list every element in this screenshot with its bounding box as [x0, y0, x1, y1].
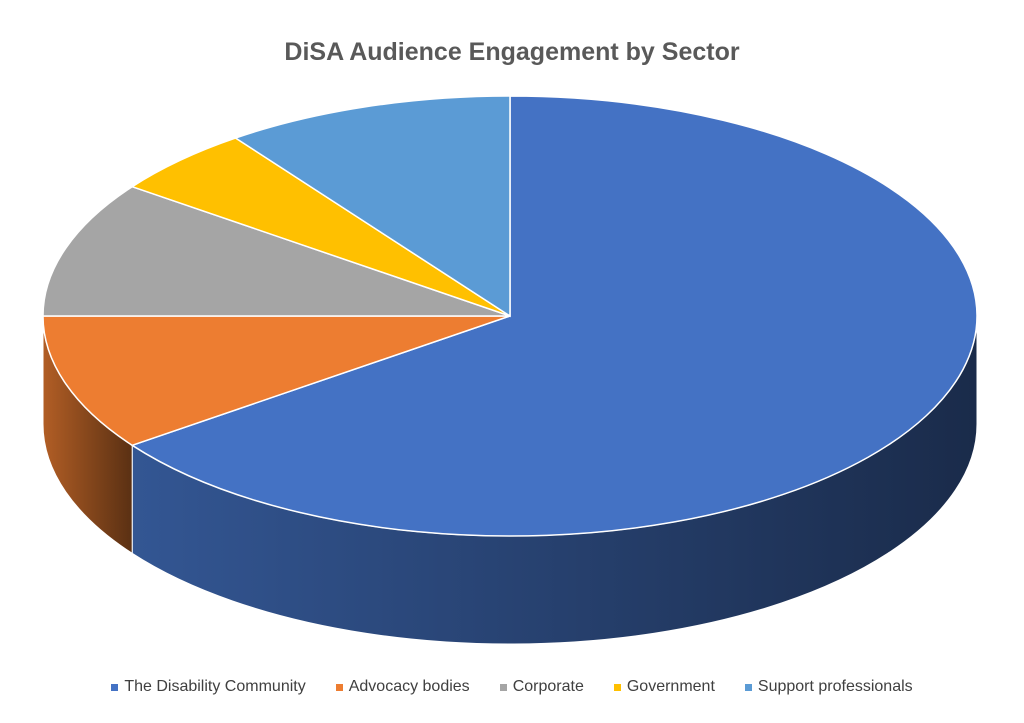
legend-swatch — [111, 683, 119, 691]
slice-advocacy-bodies[interactable] — [42, 315, 511, 447]
pie-chart — [42, 95, 978, 645]
legend: The Disability Community Advocacy bodies C… — [0, 678, 1024, 696]
chart-title: DiSA Audience Engagement by Sector — [284, 38, 740, 66]
slice-government[interactable] — [130, 137, 511, 317]
legend-swatch — [335, 683, 343, 691]
legend-label: Government — [626, 678, 715, 695]
legend-item: The Disability Community — [111, 678, 306, 696]
legend-swatch — [744, 683, 752, 691]
slice-the-disability-community[interactable] — [130, 95, 978, 537]
legend-item: Support professionals — [744, 678, 913, 696]
legend-item: Corporate — [499, 678, 584, 696]
slice-support-professionals[interactable] — [233, 95, 511, 318]
slice-corporate[interactable] — [42, 185, 511, 317]
legend-swatch — [613, 683, 621, 691]
legend-label: Advocacy bodies — [348, 678, 470, 695]
legend-label: Corporate — [512, 678, 584, 695]
legend-item: Government — [613, 678, 715, 696]
legend-item: Advocacy bodies — [335, 678, 470, 696]
legend-label: Support professionals — [757, 678, 913, 695]
legend-label: The Disability Community — [124, 678, 306, 695]
legend-swatch — [499, 683, 507, 691]
